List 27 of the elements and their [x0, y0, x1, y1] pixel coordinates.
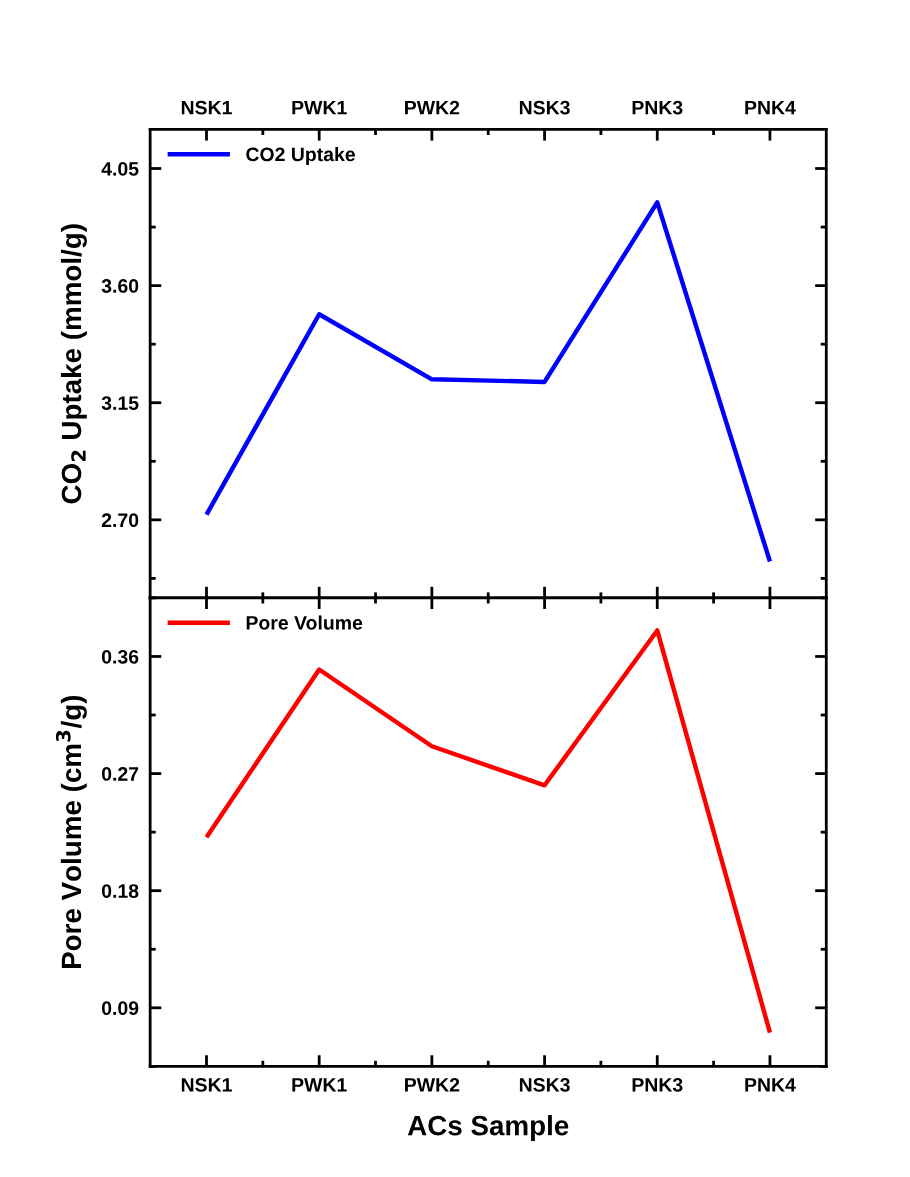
x-tick-label: PNK4	[745, 1078, 796, 1092]
line-series	[204, 628, 773, 1035]
x-tick-label: PNK4	[745, 100, 796, 115]
x-tick-label: NSK3	[519, 100, 570, 115]
y-tick-label: 2.70	[101, 513, 139, 528]
x-axis-title: ACs Sample	[407, 1115, 569, 1141]
y-tick-label: 0.36	[101, 649, 139, 664]
y-tick-label: 3.60	[101, 279, 139, 293]
x-tick-label: NSK1	[181, 100, 232, 115]
x-tick-label: PNK3	[632, 1077, 683, 1092]
x-tick-label: NSK1	[181, 1077, 232, 1092]
x-tick-label: PWK1	[292, 1078, 347, 1092]
y-tick-label: 3.15	[101, 396, 139, 410]
y-axis-title: Pore Volume (cm$^{3}$/g)	[55, 695, 87, 969]
line-series	[204, 200, 773, 564]
x-tick-label: PWK1	[292, 100, 347, 115]
y-tick-label: 0.18	[101, 884, 139, 898]
y-tick-label: 4.05	[101, 161, 139, 176]
legend-label: Pore Volume	[246, 615, 363, 630]
y-axis-title: CO$_{2}$ Uptake (mmol/g)	[60, 224, 87, 504]
legend-label: CO2 Uptake	[246, 146, 355, 166]
x-tick-label: PNK3	[632, 100, 683, 115]
y-tick-label: 0.27	[101, 767, 139, 781]
y-tick-label: 0.09	[101, 1001, 139, 1016]
x-tick-label: NSK3	[519, 1077, 570, 1092]
x-tick-label: PWK2	[405, 100, 460, 115]
x-tick-label: PWK2	[405, 1077, 460, 1092]
